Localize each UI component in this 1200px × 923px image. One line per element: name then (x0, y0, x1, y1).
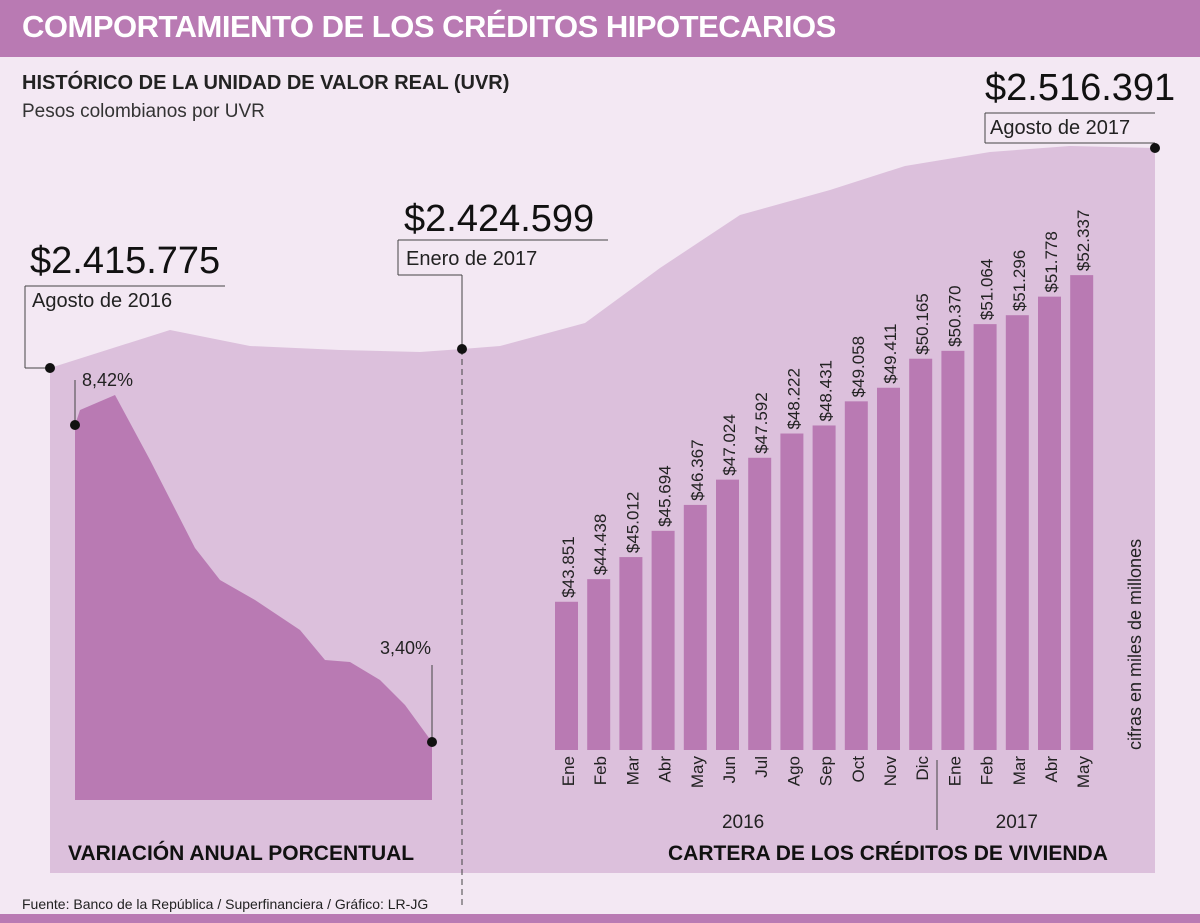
bar (716, 479, 739, 750)
month-label: Ene (945, 756, 964, 786)
bar-value-label: $43.851 (559, 536, 578, 597)
month-label: Ene (559, 756, 578, 786)
bar-value-label: $49.058 (849, 336, 868, 397)
variation-title: VARIACIÓN ANUAL PORCENTUAL (68, 842, 415, 865)
variation-end-label: 3,40% (380, 638, 432, 658)
month-label: Dic (913, 756, 932, 781)
month-label: Jun (720, 756, 739, 783)
bar (1038, 296, 1061, 750)
bar (844, 401, 868, 750)
bar-value-label: $50.370 (945, 285, 964, 346)
month-label: Ago (784, 756, 803, 786)
bar-value-label: $47.592 (752, 392, 771, 453)
month-label: Feb (591, 756, 610, 785)
page-title: COMPORTAMIENTO DE LOS CRÉDITOS HIPOTECAR… (22, 9, 836, 44)
bar-value-label: $51.064 (978, 259, 997, 320)
chart-subtitle: HISTÓRICO DE LA UNIDAD DE VALOR REAL (UV… (22, 72, 510, 94)
month-label: Abr (1042, 756, 1061, 783)
year-label: 2016 (722, 812, 764, 833)
bar-value-label: $50.165 (913, 293, 932, 354)
data-point-marker (70, 420, 80, 430)
chart-unit: Pesos colombianos por UVR (22, 101, 265, 122)
bar (1005, 315, 1029, 750)
month-label: Abr (656, 756, 675, 783)
bar-value-label: $45.012 (623, 492, 642, 553)
annotation-label-aug2017: Agosto de 2017 (990, 117, 1131, 139)
month-label: Mar (623, 756, 642, 786)
bar-value-label: $52.337 (1074, 210, 1093, 271)
annotation-label-aug2016: Agosto de 2016 (32, 290, 173, 312)
bar-value-label: $51.778 (1042, 231, 1061, 292)
bar (812, 425, 836, 750)
bar (683, 504, 707, 750)
month-label: Oct (849, 756, 868, 783)
bar (748, 457, 772, 750)
bar (651, 530, 675, 750)
bar-chart-ylabel: cifras en miles de millones (1125, 538, 1145, 750)
bar (941, 350, 965, 750)
bar (877, 387, 900, 750)
month-label: Mar (1010, 756, 1029, 786)
month-label: Nov (881, 756, 900, 787)
month-label: Sep (817, 756, 836, 786)
month-label: May (688, 756, 707, 789)
bar (555, 601, 578, 750)
bar-value-label: $45.694 (656, 465, 675, 526)
bar-value-label: $47.024 (720, 414, 739, 475)
bar (780, 433, 804, 750)
bar (587, 579, 611, 750)
month-label: May (1074, 756, 1093, 789)
data-point-marker (1150, 143, 1160, 153)
source-footer: Fuente: Banco de la República / Superfin… (22, 896, 429, 912)
month-label: Jul (752, 756, 771, 778)
bar-chart-title: CARTERA DE LOS CRÉDITOS DE VIVIENDA (668, 842, 1108, 865)
bar-value-label: $48.431 (817, 360, 836, 421)
annotation-value-jan2017: $2.424.599 (404, 198, 595, 240)
variation-start-label: 8,42% (82, 370, 134, 390)
year-label: 2017 (996, 812, 1038, 833)
bar (1070, 275, 1094, 750)
month-label: Feb (978, 756, 997, 785)
bar-value-label: $46.367 (688, 439, 707, 500)
data-point-marker (427, 737, 437, 747)
annotation-label-jan2017: Enero de 2017 (406, 248, 538, 270)
header-bar: COMPORTAMIENTO DE LOS CRÉDITOS HIPOTECAR… (0, 0, 1200, 57)
annotation-value-aug2017: $2.516.391 (985, 67, 1176, 109)
data-point-marker (45, 363, 55, 373)
bar (973, 324, 997, 750)
bar (909, 358, 933, 750)
bar-value-label: $51.296 (1010, 250, 1029, 311)
bottom-bar (0, 914, 1200, 923)
variation-area (75, 395, 432, 800)
annotation-value-aug2016: $2.415.775 (30, 240, 221, 282)
bar-value-label: $48.222 (784, 368, 803, 429)
data-point-marker (457, 344, 467, 354)
bar-value-label: $49.411 (881, 324, 900, 384)
bar-value-label: $44.438 (591, 514, 610, 575)
bar (619, 557, 643, 750)
